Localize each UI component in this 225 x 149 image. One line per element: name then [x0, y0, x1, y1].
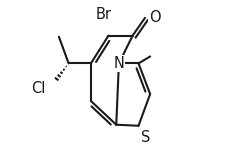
Text: S: S: [140, 130, 150, 145]
Text: Br: Br: [96, 7, 112, 22]
Text: Cl: Cl: [31, 80, 45, 96]
Text: N: N: [113, 56, 124, 71]
Text: O: O: [148, 10, 160, 25]
